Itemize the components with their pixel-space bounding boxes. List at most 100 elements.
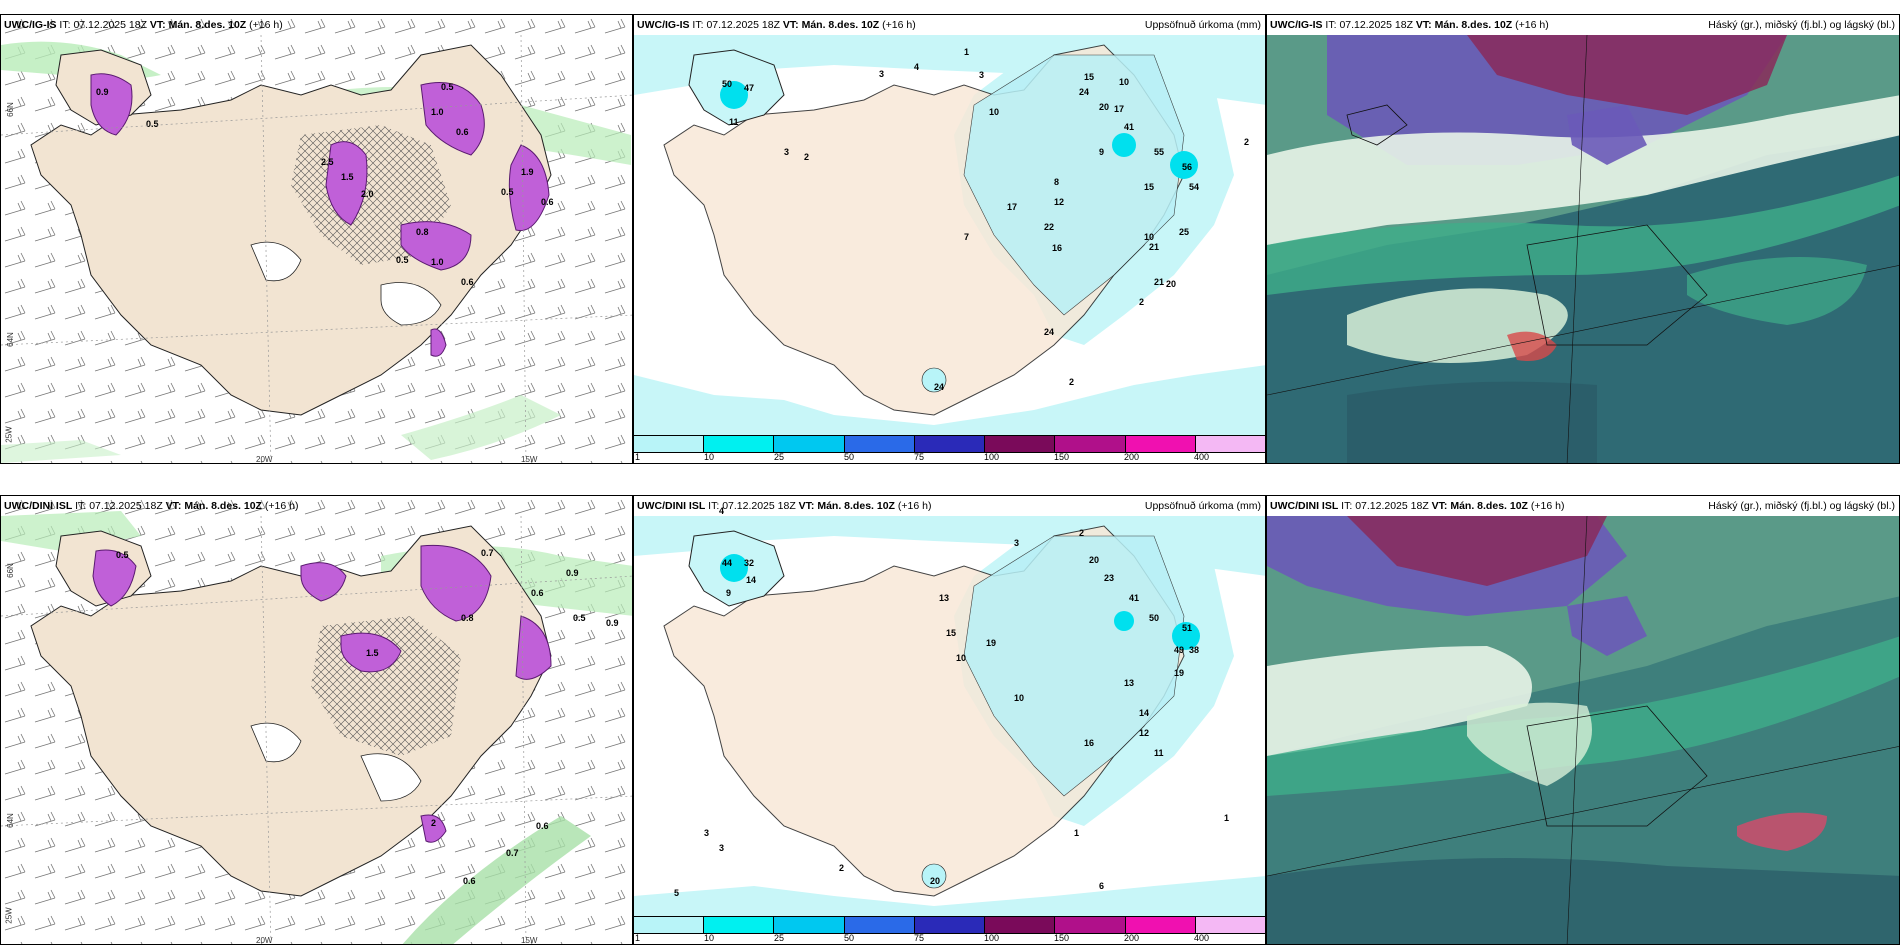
colorbar-label: 150 [1054, 452, 1070, 462]
precip-value-label: 47 [744, 83, 754, 93]
precip-value-label: 10 [989, 107, 999, 117]
wind-map-canvas: 0.5 0.7 0.9 0.6 0.5 0.9 1.5 0.8 2 0.6 0.… [1, 496, 632, 944]
precip-value-label: 20 [1099, 102, 1109, 112]
colorbar-swatch [1194, 916, 1265, 934]
colorbar-label: 25 [774, 452, 785, 462]
precip-value-label: 12 [1054, 197, 1064, 207]
lon-label: 25W [4, 907, 14, 924]
colorbar-label: 400 [1194, 933, 1210, 943]
precip-value-label: 51 [1182, 623, 1192, 633]
cloud-map-panel-bottom: UWC/DINI ISL IT: 07.12.2025 18Z VT: Mán.… [1266, 495, 1900, 945]
colorbar-label: 75 [914, 933, 925, 943]
precip-value-label: 20 [1166, 279, 1176, 289]
wind-value-label: 0.6 [461, 277, 474, 287]
precip-value-label: 2 [1069, 377, 1074, 387]
lon-label: 15W [521, 455, 538, 464]
panel-header: UWC/IG-IS IT: 07.12.2025 18Z VT: Mán. 8.… [1267, 15, 1899, 35]
precip-value-label: 55 [1154, 147, 1164, 157]
precip-value-label: 6 [1099, 881, 1104, 891]
colorbar-swatch [703, 435, 775, 453]
precip-value-label: 20 [930, 876, 940, 886]
wind-value-label: 0.5 [116, 550, 129, 560]
precip-value-label: 4 [914, 62, 919, 72]
colorbar-label: 100 [984, 452, 1000, 462]
wind-value-label: 2.5 [321, 157, 334, 167]
precip-value-label: 1 [1074, 828, 1079, 838]
panel-title: Uppsöfnuð úrkoma (mm) [1144, 19, 1261, 31]
colorbar-label: 200 [1124, 933, 1140, 943]
precip-value-label: 24 [1044, 327, 1054, 337]
wind-value-label: 0.9 [606, 618, 619, 628]
precip-value-label: 54 [1189, 182, 1199, 192]
colorbar-swatch [634, 916, 705, 934]
wind-value-label: 0.6 [463, 876, 476, 886]
lat-label: 64N [5, 813, 15, 828]
precip-value-label: 50 [722, 79, 732, 89]
precip-value-label: 10 [1119, 77, 1129, 87]
precip-value-label: 22 [1044, 222, 1054, 232]
wind-value-label: 1.0 [431, 257, 444, 267]
wind-value-label: 1.9 [521, 167, 534, 177]
precip-value-label: 17 [1007, 202, 1017, 212]
precip-value-label: 49 [1174, 645, 1184, 655]
precip-value-label: 5 [674, 888, 679, 898]
precip-value-label: 19 [1174, 668, 1184, 678]
precip-value-label: 41 [1129, 593, 1139, 603]
colorbar-label: 100 [984, 933, 1000, 943]
wind-map-panel-bottom: UWC/DINI ISL IT: 07.12.2025 18Z VT: Mán.… [0, 495, 633, 945]
colorbar-label: 25 [774, 933, 785, 943]
precip-value-label: 15 [1144, 182, 1154, 192]
precip-value-label: 2 [1079, 528, 1084, 538]
precip-value-label: 38 [1189, 645, 1199, 655]
precip-map-canvas: 1 3 4 3 50 47 11 3 2 10 15 10 24 20 17 4… [634, 15, 1265, 463]
colorbar-swatch [634, 435, 705, 453]
wind-value-label: 0.5 [441, 82, 454, 92]
precip-value-label: 3 [719, 843, 724, 853]
colorbar-swatch [913, 435, 986, 453]
precip-value-label: 3 [1014, 538, 1019, 548]
panel-header: UWC/IG-IS IT: 07.12.2025 18Z VT: Mán. 8.… [634, 15, 1265, 35]
precip-value-label: 15 [946, 628, 956, 638]
colorbar-label: 150 [1054, 933, 1070, 943]
colorbar-label: 50 [844, 933, 855, 943]
colorbar-label: 1 [635, 933, 641, 943]
panel-header: UWC/DINI ISL IT: 07.12.2025 18Z VT: Mán.… [4, 500, 299, 512]
wind-map-panel-top: UWC/IG-IS IT: 07.12.2025 18Z VT: Mán. 8.… [0, 14, 633, 464]
precip-value-label: 21 [1149, 242, 1159, 252]
precip-value-label: 3 [784, 147, 789, 157]
wind-value-label: 0.8 [416, 227, 429, 237]
precip-value-label: 10 [1014, 693, 1024, 703]
precip-value-label: 14 [1139, 708, 1149, 718]
panel-title: Háský (gr.), miðský (fj.bl.) og lágský (… [1708, 19, 1895, 31]
precip-value-label: 16 [1084, 738, 1094, 748]
precip-value-label: 11 [729, 117, 739, 127]
precip-value-label: 3 [979, 70, 984, 80]
precip-value-label: 15 [1084, 72, 1094, 82]
colorbar-swatch [843, 916, 915, 934]
precip-value-label: 44 [722, 558, 732, 568]
colorbar-swatch [913, 916, 986, 934]
precip-value-label: 7 [964, 232, 969, 242]
precip-value-label: 41 [1124, 122, 1134, 132]
precip-value-label: 1 [964, 47, 969, 57]
colorbar-label: 10 [704, 452, 715, 462]
precip-value-label: 2 [839, 863, 844, 873]
colorbar-label: 75 [914, 452, 925, 462]
colorbar-label: 400 [1194, 452, 1210, 462]
lon-label: 20W [256, 455, 273, 464]
precip-value-label: 56 [1182, 162, 1192, 172]
precip-value-label: 16 [1052, 243, 1062, 253]
precip-colorbar [634, 435, 1265, 453]
precip-colorbar [634, 916, 1265, 934]
precip-value-label: 2 [1244, 137, 1249, 147]
precip-value-label: 2 [1139, 297, 1144, 307]
colorbar-swatch [1054, 916, 1126, 934]
lon-label: 15W [521, 936, 538, 945]
lat-label: 66N [5, 563, 15, 578]
precip-map-panel-bottom: UWC/DINI ISL IT: 07.12.2025 18Z VT: Mán.… [633, 495, 1266, 945]
precip-value-label: 4 [719, 506, 724, 516]
lat-label: 64N [5, 332, 15, 347]
wind-value-label: 0.9 [566, 568, 579, 578]
precip-value-label: 12 [1139, 728, 1149, 738]
colorbar-swatch [1124, 916, 1196, 934]
